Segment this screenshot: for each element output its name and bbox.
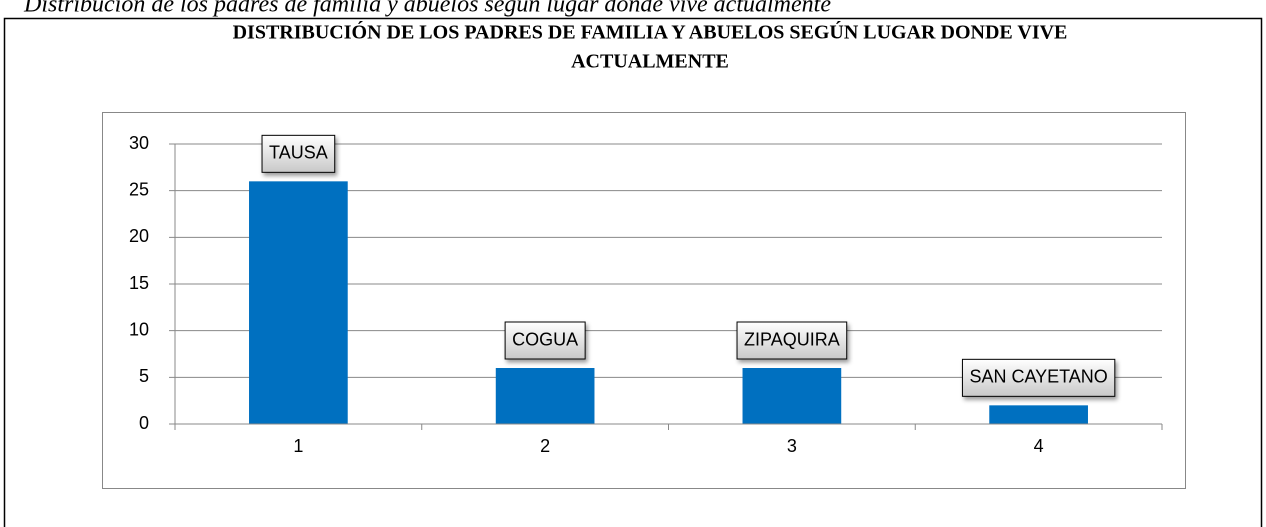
bar (495, 368, 595, 424)
x-tick-label: 4 (1034, 436, 1044, 456)
data-label: SAN CAYETANO (969, 367, 1107, 387)
data-label: ZIPAQUIRA (744, 329, 840, 349)
label-box (736, 321, 848, 360)
chart-title: ACTUALMENTE (571, 51, 729, 73)
y-tick-label: 5 (139, 366, 149, 386)
y-tick-label: 25 (129, 179, 149, 199)
bar (989, 405, 1088, 424)
data-label-box: TAUSA (261, 134, 336, 173)
label-box (961, 358, 1116, 397)
y-tick-label: 15 (129, 273, 149, 293)
y-tick-label: 10 (129, 319, 149, 339)
label-box (504, 321, 586, 360)
bar (742, 368, 842, 424)
x-tick-label: 3 (787, 436, 797, 456)
label-box (261, 134, 336, 173)
x-tick-label: 2 (540, 436, 550, 456)
caption: Distribución de los padres de familia y … (23, 0, 831, 18)
chart-title: DISTRIBUCIÓN DE LOS PADRES DE FAMILIA Y … (233, 20, 1068, 44)
y-tick-label: 30 (129, 133, 149, 153)
chart-frame (3, 17, 1263, 527)
plot-frame (102, 112, 1186, 489)
data-label-box: ZIPAQUIRA (736, 321, 848, 360)
bar (249, 181, 348, 424)
data-label: COGUA (512, 329, 578, 349)
x-tick-label: 1 (293, 436, 303, 456)
data-label: TAUSA (269, 143, 328, 163)
data-label-box: COGUA (504, 321, 586, 360)
data-label-box: SAN CAYETANO (961, 358, 1116, 397)
y-tick-label: 0 (139, 413, 149, 433)
y-tick-label: 20 (129, 226, 149, 246)
